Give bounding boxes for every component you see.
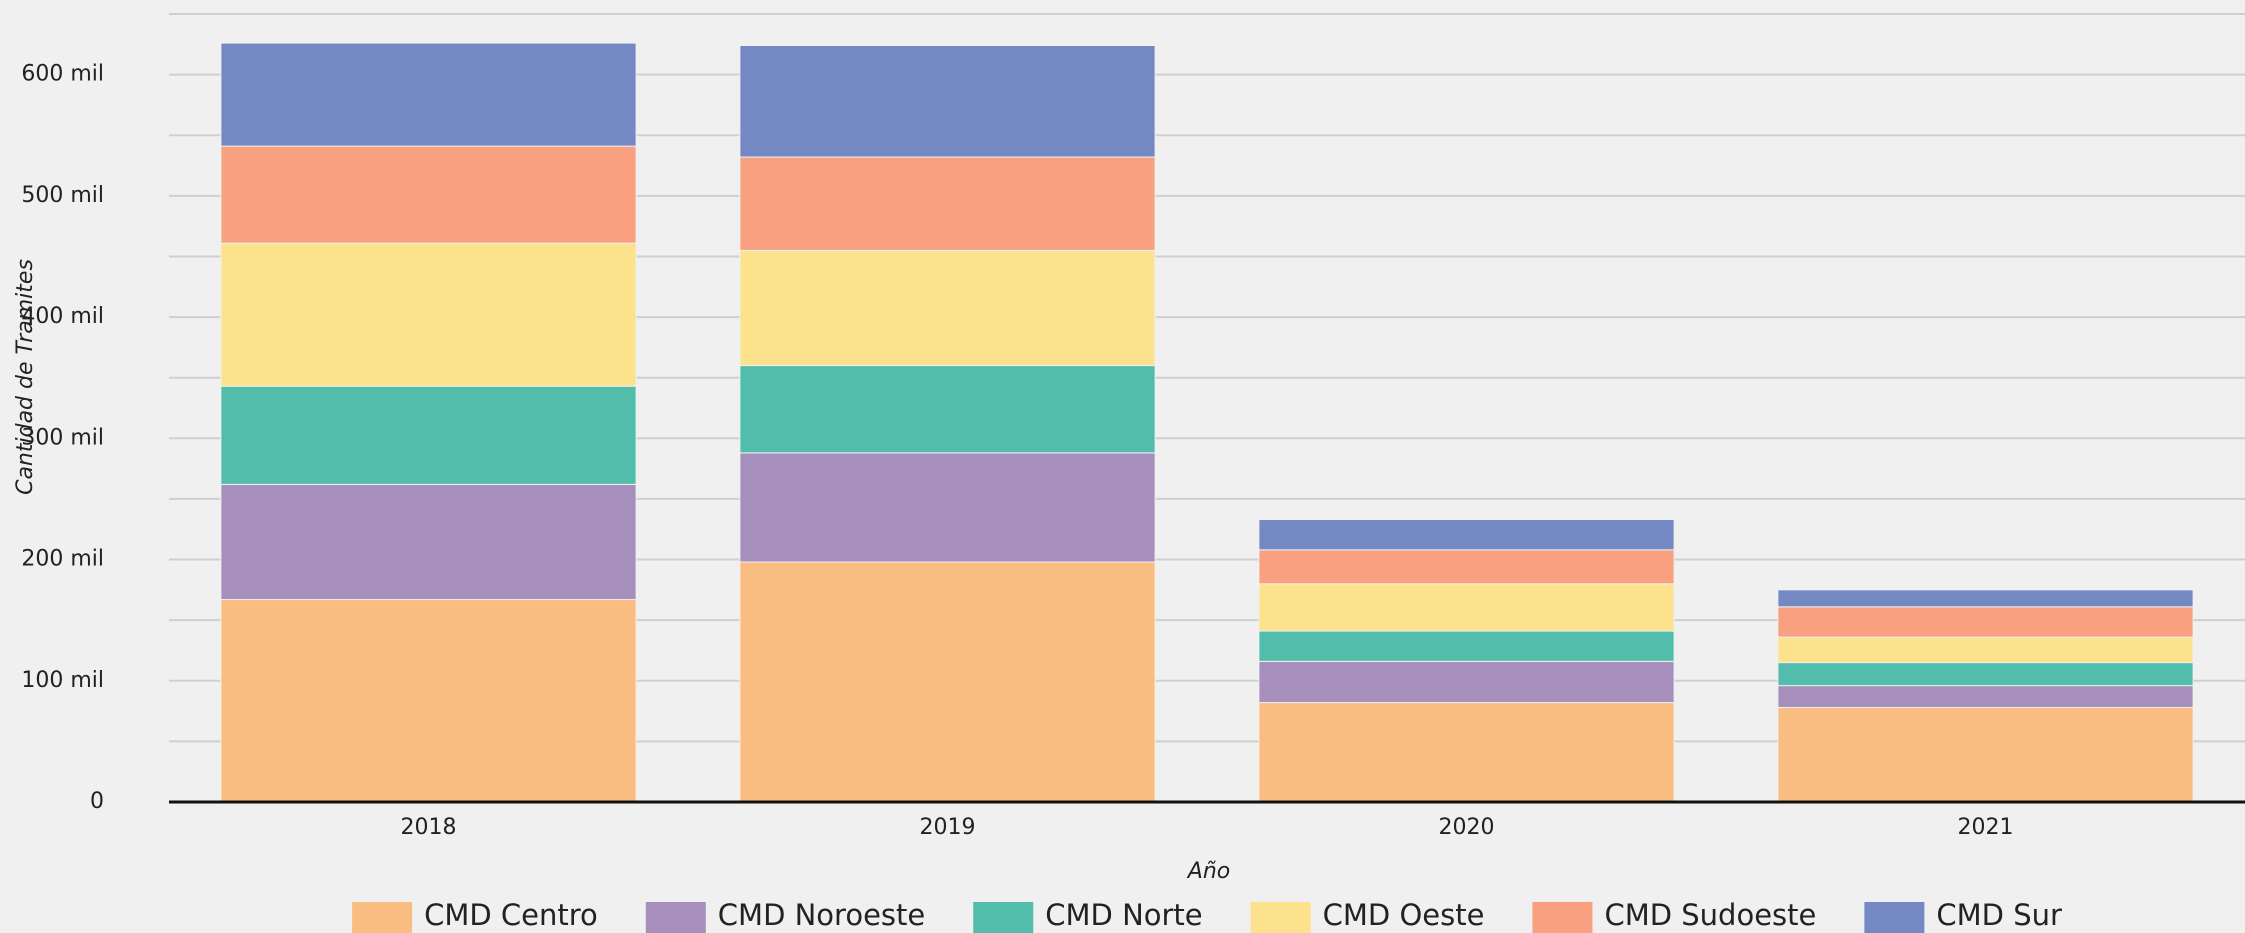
bar-segment (220, 42, 637, 147)
legend-swatch (645, 902, 706, 933)
bar-segment (739, 45, 1156, 158)
legend-label: CMD Noroeste (718, 898, 925, 932)
x-tick-label: 2018 (401, 815, 457, 840)
bar-segment (1258, 583, 1675, 632)
bar-segment (1777, 662, 2194, 687)
legend-label: CMD Sudoeste (1604, 898, 1816, 932)
bar-segment (739, 452, 1156, 563)
bar-segment (1258, 630, 1675, 662)
bar-segment (1777, 685, 2194, 708)
y-axis-title: Cantidad de Tramites (13, 259, 38, 495)
legend-label: CMD Sur (1936, 898, 2062, 932)
x-axis-title: Año (1186, 859, 1230, 884)
bar-segment (1258, 519, 1675, 551)
y-tick-label: 200 mil (21, 547, 104, 572)
bar-segment (220, 145, 637, 244)
legend: CMD Centro CMD Noroeste CMD Norte CMD Oeste… (352, 898, 2062, 933)
bar-segment (1258, 660, 1675, 704)
legend-swatch (1250, 902, 1311, 933)
bar-segment (1777, 606, 2194, 638)
bar-segment (220, 242, 637, 387)
y-tick-label: 400 mil (21, 304, 104, 329)
bar-segment (739, 156, 1156, 251)
y-tick-label: 300 mil (21, 425, 104, 450)
legend-label: CMD Oeste (1323, 898, 1485, 932)
legend-label: CMD Norte (1045, 898, 1202, 932)
bar-segment (220, 599, 637, 803)
legend-swatch (352, 902, 413, 933)
x-tick-label: 2020 (1439, 815, 1495, 840)
bar-segment (1777, 589, 2194, 608)
bar-segment (739, 365, 1156, 454)
bar-segment (1258, 549, 1675, 585)
y-tick-label: 500 mil (21, 183, 104, 208)
bar-segment (220, 483, 637, 601)
y-tick-label: 600 mil (21, 62, 104, 87)
legend-swatch (1864, 902, 1925, 933)
bar-segment (1777, 706, 2194, 803)
bar-segment (220, 385, 637, 485)
x-tick-label: 2019 (920, 815, 976, 840)
bar-segment (1258, 702, 1675, 803)
bar-segment (739, 249, 1156, 367)
x-tick-label: 2021 (1958, 815, 2014, 840)
y-tick-label: 100 mil (21, 668, 104, 693)
bar-segment (1777, 636, 2194, 664)
legend-label: CMD Centro (424, 898, 598, 932)
y-tick-label: 0 (90, 789, 104, 814)
legend-swatch (973, 902, 1034, 933)
legend-swatch (1532, 902, 1593, 933)
bar-segment (739, 561, 1156, 803)
